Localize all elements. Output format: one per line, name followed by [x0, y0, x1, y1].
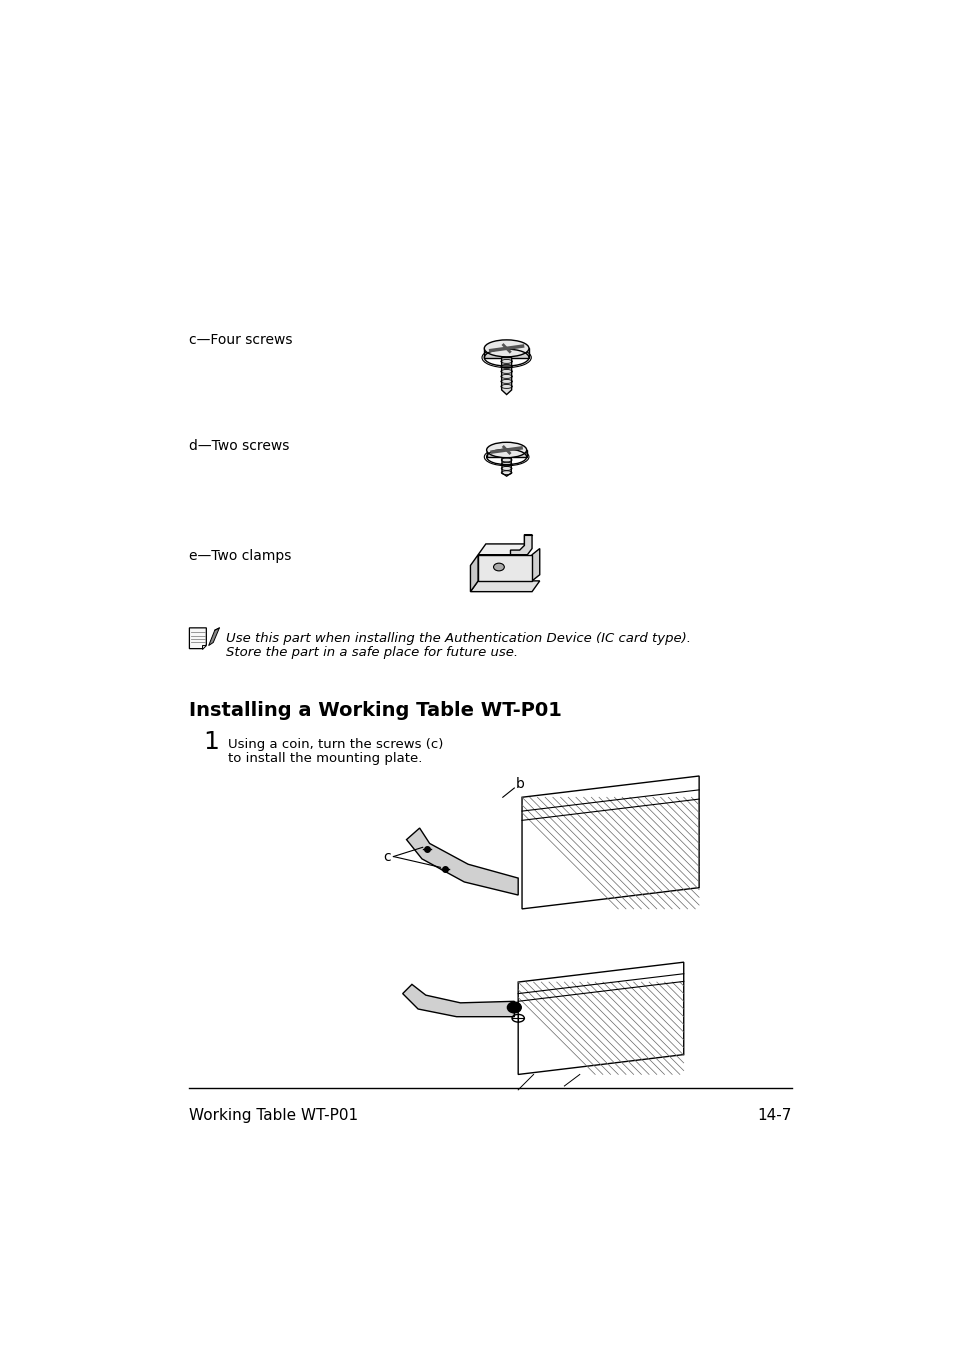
Polygon shape — [402, 984, 514, 1017]
Text: Working Table WT-P01: Working Table WT-P01 — [190, 1107, 358, 1123]
Polygon shape — [521, 776, 699, 909]
Text: Use this part when installing the Authentication Device (IC card type).: Use this part when installing the Authen… — [226, 632, 691, 645]
Polygon shape — [486, 450, 526, 456]
Polygon shape — [470, 580, 539, 591]
Polygon shape — [501, 456, 511, 477]
Ellipse shape — [493, 563, 504, 571]
Polygon shape — [209, 628, 219, 645]
Text: Installing a Working Table WT-P01: Installing a Working Table WT-P01 — [190, 701, 561, 720]
Text: c: c — [383, 850, 391, 864]
Ellipse shape — [486, 443, 526, 458]
Polygon shape — [510, 535, 532, 555]
Polygon shape — [202, 645, 206, 648]
Polygon shape — [484, 348, 528, 358]
Text: to install the mounting plate.: to install the mounting plate. — [228, 752, 422, 765]
Polygon shape — [517, 963, 683, 1075]
Polygon shape — [470, 555, 477, 591]
Polygon shape — [501, 358, 511, 394]
Polygon shape — [477, 544, 527, 555]
Text: e—Two clamps: e—Two clamps — [190, 548, 292, 563]
Text: 1: 1 — [203, 730, 219, 755]
Ellipse shape — [484, 340, 528, 356]
Polygon shape — [532, 548, 539, 580]
Polygon shape — [190, 628, 206, 648]
Text: d—Two screws: d—Two screws — [190, 439, 290, 454]
Polygon shape — [406, 828, 517, 895]
Text: c—Four screws: c—Four screws — [190, 333, 293, 347]
Text: b: b — [516, 778, 524, 791]
Polygon shape — [477, 555, 532, 580]
Ellipse shape — [507, 1002, 520, 1012]
Text: 14-7: 14-7 — [757, 1107, 791, 1123]
Text: Using a coin, turn the screws (c): Using a coin, turn the screws (c) — [228, 738, 443, 751]
Text: Store the part in a safe place for future use.: Store the part in a safe place for futur… — [226, 645, 517, 659]
